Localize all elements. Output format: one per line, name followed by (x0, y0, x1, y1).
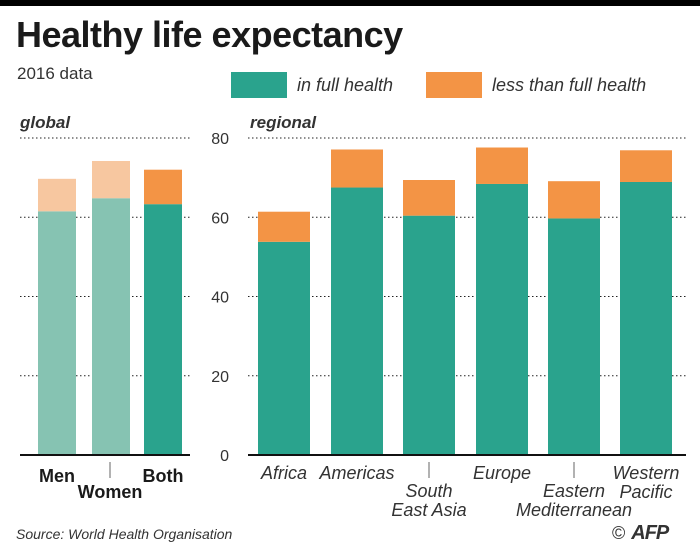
regional-bar-less-south-east-asia (403, 180, 455, 216)
regional-bar-less-europe (476, 147, 528, 184)
y-tick-label-0: 0 (220, 448, 229, 465)
global-bar-full-both (144, 204, 182, 455)
global-category-label-men: Men (39, 466, 75, 486)
legend-item-less-than-full-health: less than full health (426, 72, 646, 98)
regional-bar-less-western-pacific (620, 150, 672, 182)
regional-category-label-europe: Europe (473, 463, 531, 483)
regional-bar-less-eastern-mediterranean (548, 181, 600, 219)
y-tick-label-20: 20 (211, 369, 229, 386)
legend-swatch-less-than-full-health (426, 72, 482, 98)
global-bar-full-women (92, 198, 130, 456)
y-tick-label-60: 60 (211, 210, 229, 227)
global-category-label-both: Both (143, 466, 184, 486)
copyright-symbol: © (612, 523, 626, 543)
global-bar-full-men (38, 211, 76, 455)
regional-bar-less-americas (331, 149, 383, 188)
regional-bar-full-eastern-mediterranean (548, 218, 600, 455)
source-note: Source: World Health Organisation (16, 526, 233, 542)
regional-category-label-eastern-mediterranean: Eastern Mediterranean (516, 481, 632, 520)
regional-category-label-south-east-asia: South East Asia (391, 481, 466, 520)
legend-label-full-health: in full health (297, 74, 394, 95)
chart-subtitle: 2016 data (17, 64, 93, 83)
global-bar-less-men (38, 178, 76, 212)
regional-category-label-western-pacific: Western Pacific (613, 463, 680, 502)
regional-bar-full-americas (331, 187, 383, 455)
legend-item-full-health: in full health (231, 72, 393, 98)
regional-category-label-africa: Africa (260, 463, 307, 483)
legend-swatch-full-health (231, 72, 287, 98)
regional-bar-full-south-east-asia (403, 215, 455, 455)
legend-label-less-than-full-health: less than full health (492, 74, 647, 95)
global-panel-label: global (19, 113, 71, 132)
global-bar-less-both (144, 169, 182, 205)
global-bar-less-women (92, 160, 130, 199)
regional-panel-label: regional (250, 113, 317, 132)
regional-category-label-americas: Americas (318, 463, 394, 483)
chart-title: Healthy life expectancy (16, 14, 403, 55)
regional-bar-full-western-pacific (620, 181, 672, 455)
regional-bar-full-africa (258, 241, 310, 455)
credit: © AFP (612, 522, 669, 545)
y-tick-label-80: 80 (211, 131, 229, 148)
regional-bar-less-africa (258, 211, 310, 242)
regional-bar-full-europe (476, 183, 528, 455)
global-category-label-women: Women (78, 482, 143, 502)
afp-logo: AFP (631, 522, 669, 544)
y-tick-label-40: 40 (211, 290, 229, 307)
top-rule (0, 0, 700, 6)
